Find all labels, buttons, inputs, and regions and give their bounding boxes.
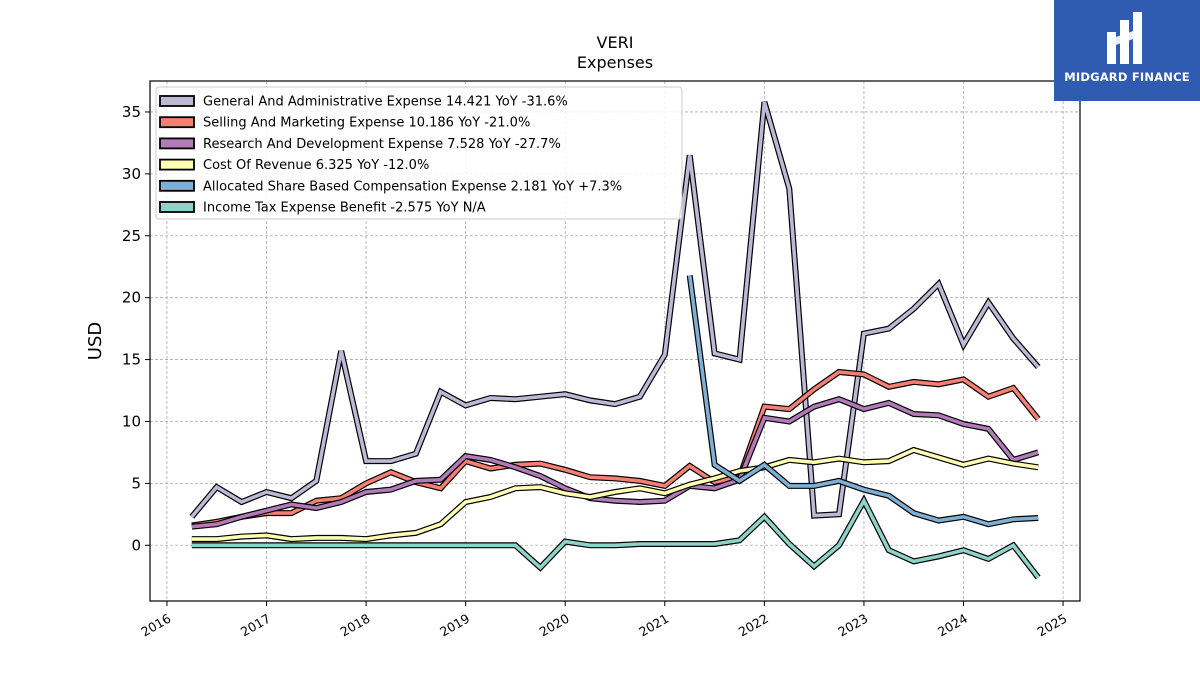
brand-logo-text: MIDGARD FINANCE [1064, 70, 1190, 84]
chart-subtitle: Expenses [577, 53, 653, 72]
x-tick-label: 2020 [537, 611, 572, 640]
series-3 [191, 446, 1039, 543]
legend-entry: Research And Development Expense 7.528 Y… [203, 137, 561, 152]
y-tick-label: 5 [131, 474, 141, 492]
y-tick-label: 20 [122, 289, 141, 307]
series-0 [189, 101, 1041, 519]
x-axis: 2016 2017 2018 2019 2020 2021 2022 2023 2024 2025 [138, 601, 1070, 640]
plot-frame [149, 80, 1081, 602]
legend-swatch [159, 201, 195, 213]
series-layer [189, 101, 1041, 580]
x-tick-label: 2016 [138, 611, 173, 640]
legend-box [155, 86, 683, 220]
x-tick-label: 2023 [835, 611, 870, 640]
legend-entry: Selling And Marketing Expense 10.186 YoY… [203, 116, 530, 131]
y-tick-label: 15 [122, 351, 141, 369]
legend-swatch [159, 137, 195, 150]
legend: General And Administrative Expense 14.42… [155, 86, 683, 220]
legend-swatch [159, 179, 195, 192]
x-tick-label: 2022 [736, 611, 771, 640]
chart-title: VERI [597, 33, 634, 52]
x-tick-label: 2017 [238, 611, 273, 640]
x-tick-label: 2019 [437, 611, 472, 640]
y-axis-label: USD [85, 322, 106, 360]
legend-entry: Allocated Share Based Compensation Expen… [203, 179, 622, 194]
midgard-mark-icon [1107, 12, 1142, 64]
y-tick-label: 35 [122, 103, 141, 121]
series-line [687, 275, 1039, 527]
y-tick-label: 30 [122, 165, 141, 183]
y-tick-label: 25 [122, 227, 141, 245]
legend-swatch [159, 95, 195, 107]
y-tick-label: 10 [122, 412, 141, 430]
x-tick-label: 2024 [935, 611, 970, 640]
brand-logo: MIDGARD FINANCE [1054, 0, 1200, 101]
series-line [191, 448, 1039, 541]
x-tick-label: 2021 [636, 611, 671, 640]
series-5 [191, 494, 1041, 580]
legend-entry: General And Administrative Expense 14.42… [203, 95, 568, 110]
legend-swatch [159, 158, 195, 171]
y-axis: 0 5 10 15 20 25 30 35 [122, 103, 150, 554]
legend-swatch [159, 116, 195, 129]
series-line [191, 370, 1040, 528]
x-tick-label: 2025 [1035, 611, 1070, 640]
x-tick-label: 2018 [338, 611, 373, 640]
series-line [191, 397, 1039, 529]
legend-entry: Cost Of Revenue 6.325 YoY -12.0% [203, 158, 429, 173]
series-line [191, 496, 1040, 579]
legend-entry: Income Tax Expense Benefit -2.575 YoY N/… [203, 201, 486, 216]
series-1 [191, 368, 1041, 529]
y-tick-label: 0 [131, 536, 141, 554]
series-line [190, 101, 1040, 518]
series-2 [191, 396, 1040, 530]
series-4 [686, 275, 1039, 528]
